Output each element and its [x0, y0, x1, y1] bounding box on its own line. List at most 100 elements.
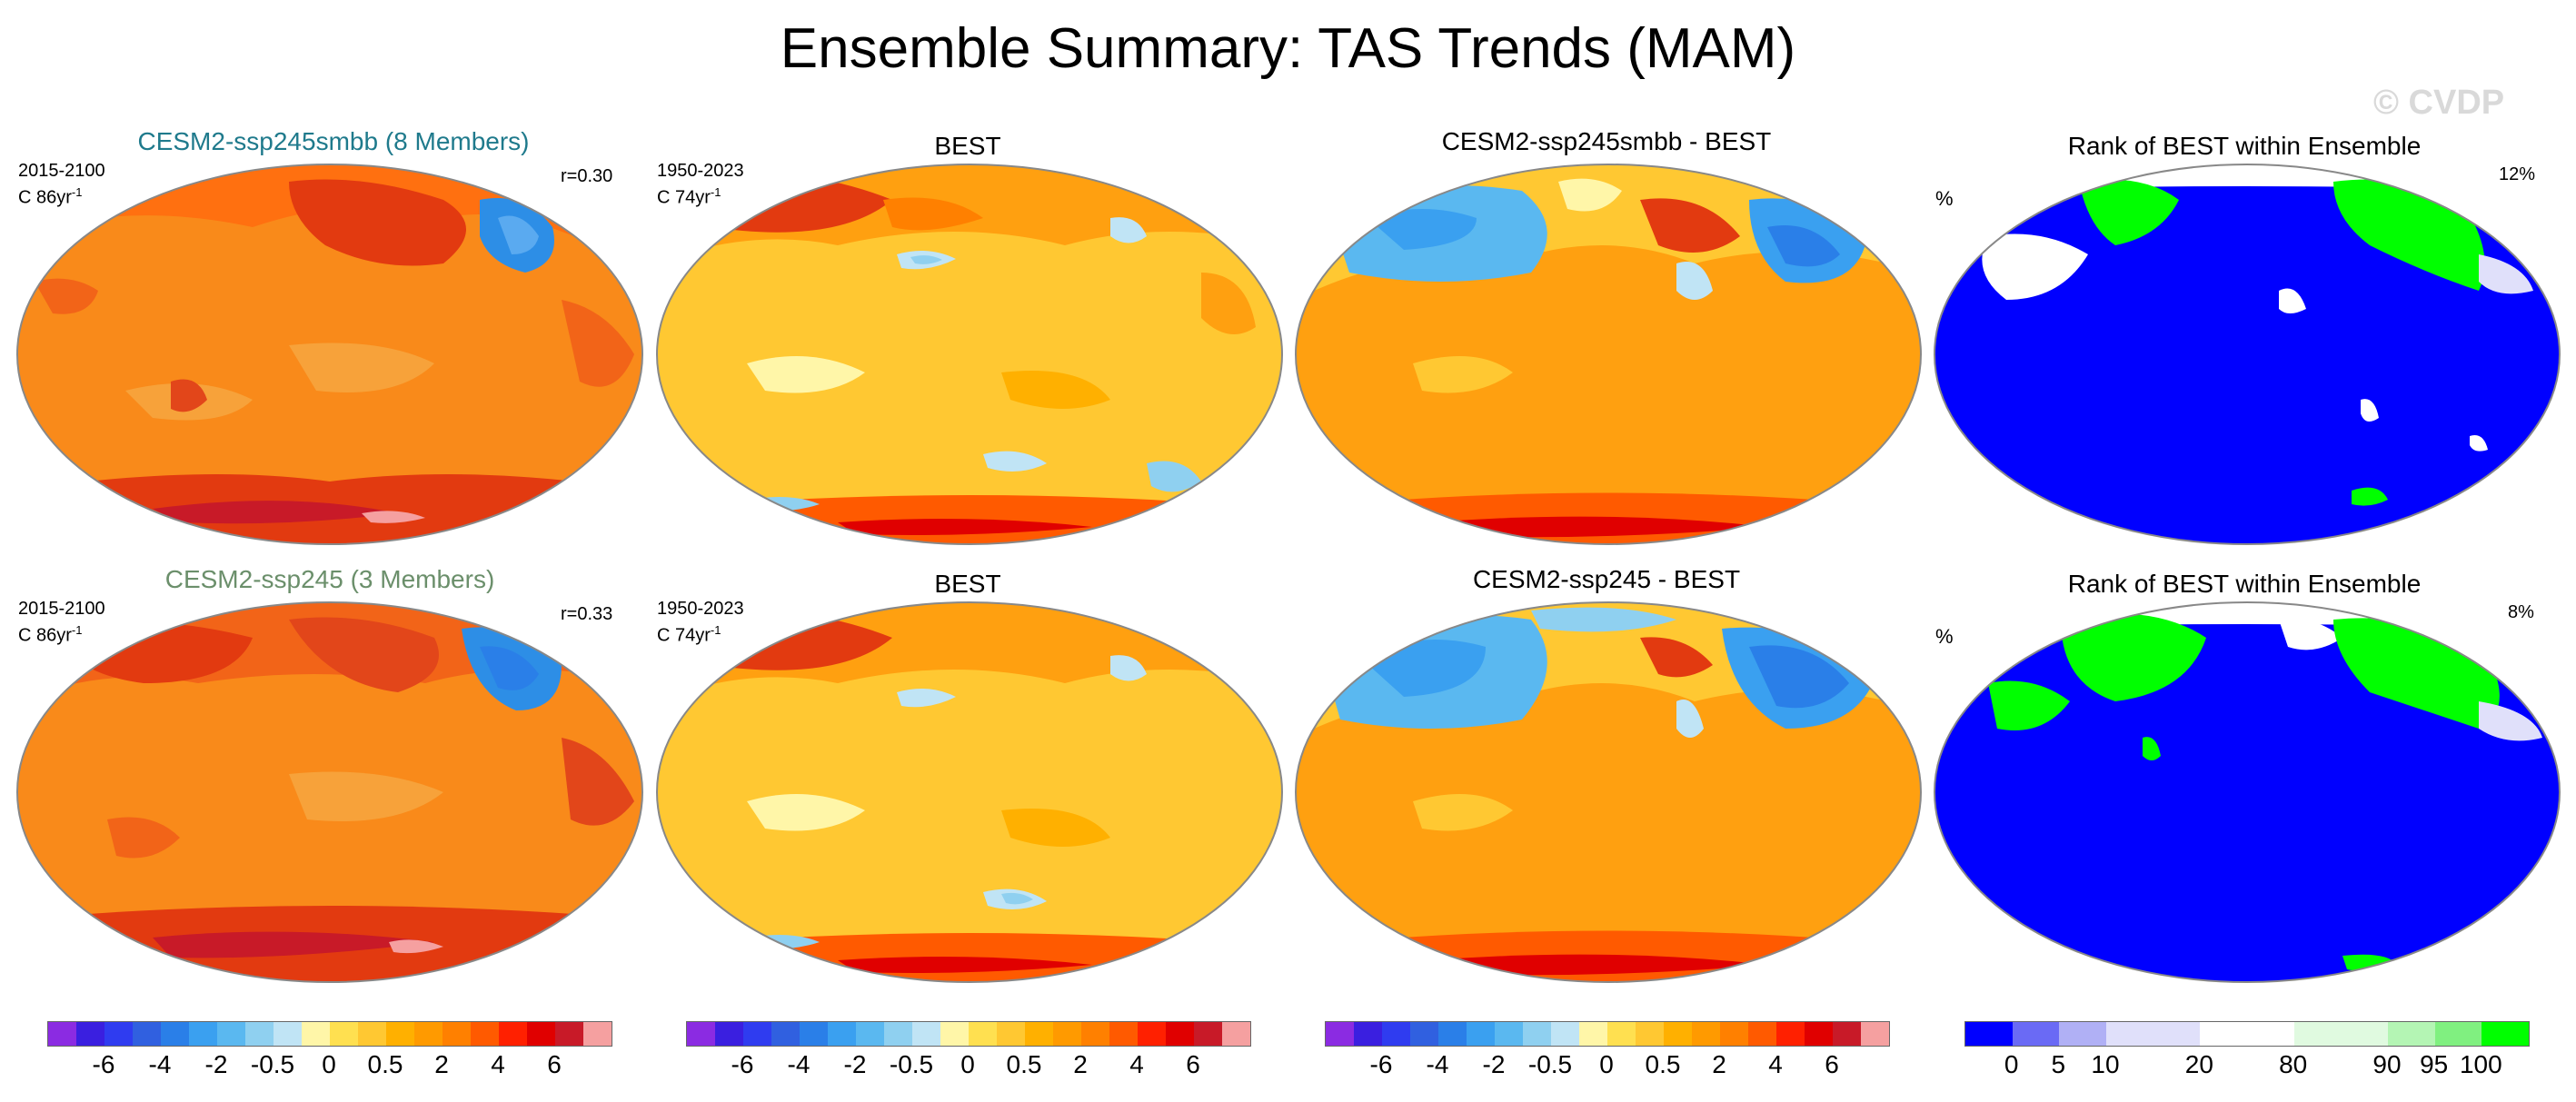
colorbar-tick-label: 0	[2004, 1050, 2019, 1078]
colorbar-bin	[1805, 1022, 1833, 1046]
colorbar-bin	[1523, 1022, 1551, 1046]
colorbar-tick-label: 6	[547, 1050, 562, 1078]
colorbar-tick-label: 4	[1129, 1050, 1144, 1078]
colorbar-bin	[1748, 1022, 1776, 1046]
row1-rank-percent: 12%	[2499, 164, 2536, 184]
colorbar-bin	[884, 1022, 912, 1046]
colorbar-rank	[1964, 1021, 2530, 1047]
colorbar-tick-label: 4	[491, 1050, 505, 1078]
row2-obs-period: 1950-2023	[657, 599, 744, 619]
row1-rank-title: Rank of BEST within Ensemble	[2067, 132, 2422, 160]
colorbar-tick-label: 0.5	[1006, 1050, 1042, 1078]
colorbar-tick-label: -4	[1426, 1050, 1449, 1078]
colorbar-bin	[245, 1022, 274, 1046]
colorbar-bin	[330, 1022, 358, 1046]
row2-diff-title: CESM2-ssp245 - BEST	[1472, 565, 1741, 593]
colorbar-bin	[1861, 1022, 1889, 1046]
colorbar-bin	[1194, 1022, 1222, 1046]
colorbar-tick-label: 0	[960, 1050, 975, 1078]
row1-ensemble-period: 2015-2100	[18, 161, 105, 181]
colorbar-bin	[1636, 1022, 1664, 1046]
colorbar-bin	[217, 1022, 245, 1046]
colorbar-ensemble-trend-labels: -6 -4 -2 -0.5 0 0.5 2 4 6	[47, 1050, 611, 1081]
colorbar-bin	[1382, 1022, 1410, 1046]
colorbar-bin	[133, 1022, 161, 1046]
colorbar-obs-trend-labels: -6 -4 -2 -0.5 0 0.5 2 4 6	[686, 1050, 1249, 1081]
colorbar-bin	[1692, 1022, 1720, 1046]
colorbar-tick-label: 95	[2420, 1050, 2449, 1078]
colorbar-bin	[414, 1022, 443, 1046]
colorbar-bin	[1833, 1022, 1861, 1046]
colorbar-tick-label: -2	[204, 1050, 228, 1078]
colorbar-bin	[1438, 1022, 1467, 1046]
colorbar-tick-label: 2	[1073, 1050, 1088, 1078]
row1-ensemble-units: C 86yr-1	[18, 185, 83, 208]
colorbar-tick-label: 6	[1186, 1050, 1200, 1078]
colorbar-bin	[687, 1022, 715, 1046]
colorbar-bin	[1222, 1022, 1250, 1046]
colorbar-bin	[302, 1022, 330, 1046]
row2-ensemble-units: C 86yr-1	[18, 623, 83, 646]
colorbar-bin	[1467, 1022, 1495, 1046]
colorbar-bin	[1081, 1022, 1109, 1046]
colorbar-bin	[555, 1022, 583, 1046]
row1-obs-period: 1950-2023	[657, 161, 744, 181]
colorbar-tick-label: -0.5	[250, 1050, 295, 1078]
colorbar-bin	[771, 1022, 800, 1046]
colorbar-tick-label: -4	[148, 1050, 172, 1078]
colorbar-ensemble-trend	[47, 1021, 612, 1047]
row1-diff-title: CESM2-ssp245smbb - BEST	[1441, 127, 1772, 155]
colorbar-bin	[499, 1022, 527, 1046]
colorbar-tick-label: -6	[1369, 1050, 1393, 1078]
row2-ensemble-title: CESM2-ssp245 (3 Members)	[164, 565, 495, 593]
cvdp-watermark: © CVDP	[2373, 84, 2505, 122]
colorbar-bin	[2247, 1022, 2294, 1046]
colorbar-bin	[2106, 1022, 2153, 1046]
map-row2-difference	[1295, 601, 1922, 983]
colorbar-bin	[1579, 1022, 1607, 1046]
colorbar-bin	[443, 1022, 471, 1046]
colorbar-tick-label: 4	[1768, 1050, 1783, 1078]
colorbar-tick-label: -0.5	[1527, 1050, 1573, 1078]
colorbar-bin	[76, 1022, 104, 1046]
colorbar-tick-label: -2	[843, 1050, 867, 1078]
colorbar-tick-label: 100	[2459, 1050, 2502, 1078]
colorbar-bin	[912, 1022, 940, 1046]
colorbar-tick-label: -6	[92, 1050, 115, 1078]
colorbar-bin	[274, 1022, 302, 1046]
colorbar-tick-label: 80	[2279, 1050, 2308, 1078]
colorbar-tick-label: 6	[1825, 1050, 1839, 1078]
colorbar-bin	[1326, 1022, 1354, 1046]
colorbar-tick-label: -2	[1482, 1050, 1506, 1078]
colorbar-bin	[2482, 1022, 2530, 1046]
row2-rank-percent: 8%	[2508, 602, 2534, 622]
colorbar-bin	[189, 1022, 217, 1046]
colorbar-tick-label: 0	[1599, 1050, 1614, 1078]
colorbar-bin	[2388, 1022, 2435, 1046]
colorbar-bin	[1495, 1022, 1523, 1046]
colorbar-bin	[800, 1022, 828, 1046]
row1-obs-title: BEST	[934, 132, 1001, 160]
colorbar-bin	[1410, 1022, 1438, 1046]
colorbar-bin	[386, 1022, 414, 1046]
colorbar-bin	[1025, 1022, 1053, 1046]
colorbar-bin	[2434, 1022, 2482, 1046]
colorbar-bin	[2012, 1022, 2060, 1046]
colorbar-tick-label: 5	[2051, 1050, 2066, 1078]
colorbar-bin	[583, 1022, 612, 1046]
colorbar-tick-label: 0.5	[367, 1050, 403, 1078]
colorbar-tick-label: 20	[2184, 1050, 2213, 1078]
main-title: Ensemble Summary: TAS Trends (MAM)	[780, 17, 1796, 80]
colorbar-bin	[1720, 1022, 1748, 1046]
colorbar-bin	[2059, 1022, 2107, 1046]
colorbar-bin	[471, 1022, 499, 1046]
colorbar-bin	[1664, 1022, 1692, 1046]
colorbar-bin	[1607, 1022, 1636, 1046]
colorbar-bin	[997, 1022, 1025, 1046]
colorbar-bin	[1354, 1022, 1382, 1046]
colorbar-bin	[2341, 1022, 2389, 1046]
row2-rank-unit: %	[1935, 625, 1954, 648]
colorbar-bin	[856, 1022, 884, 1046]
map-row2-ensemble-trend	[16, 601, 643, 983]
map-row1-ensemble-trend	[16, 164, 643, 545]
